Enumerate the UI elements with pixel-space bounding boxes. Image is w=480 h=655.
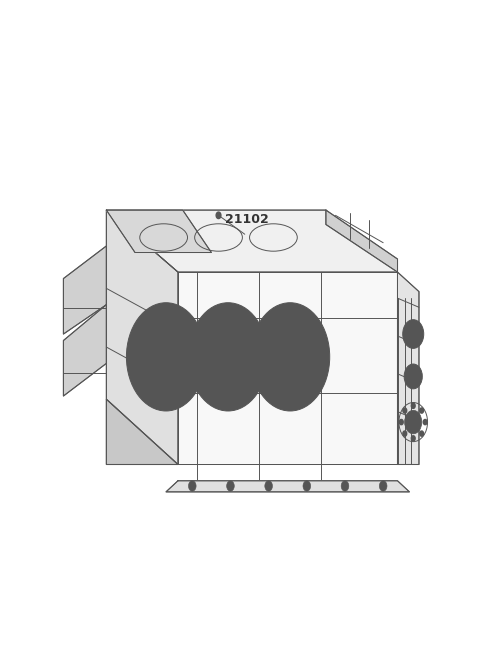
Polygon shape — [107, 210, 397, 272]
Polygon shape — [397, 272, 419, 464]
Circle shape — [420, 408, 423, 413]
Circle shape — [126, 303, 205, 411]
Circle shape — [265, 323, 315, 391]
Circle shape — [411, 403, 415, 408]
Polygon shape — [63, 305, 107, 396]
Circle shape — [341, 481, 349, 491]
Circle shape — [189, 303, 268, 411]
Circle shape — [379, 481, 387, 491]
Circle shape — [251, 303, 330, 411]
Polygon shape — [107, 210, 211, 252]
Polygon shape — [107, 210, 178, 464]
Circle shape — [303, 481, 311, 491]
Polygon shape — [107, 400, 178, 464]
Polygon shape — [326, 210, 397, 272]
Circle shape — [189, 481, 196, 491]
Circle shape — [216, 212, 221, 219]
Circle shape — [403, 408, 407, 413]
Circle shape — [423, 419, 427, 424]
Circle shape — [411, 436, 415, 441]
Circle shape — [404, 364, 422, 389]
Circle shape — [141, 323, 191, 391]
Circle shape — [399, 419, 403, 424]
Circle shape — [203, 323, 253, 391]
Circle shape — [265, 481, 273, 491]
Polygon shape — [178, 272, 397, 464]
Circle shape — [420, 431, 423, 436]
Text: 21102: 21102 — [225, 214, 269, 227]
Circle shape — [403, 431, 407, 436]
Circle shape — [405, 410, 422, 434]
Polygon shape — [63, 246, 107, 334]
Circle shape — [403, 320, 424, 348]
Polygon shape — [166, 481, 409, 492]
Circle shape — [227, 481, 234, 491]
